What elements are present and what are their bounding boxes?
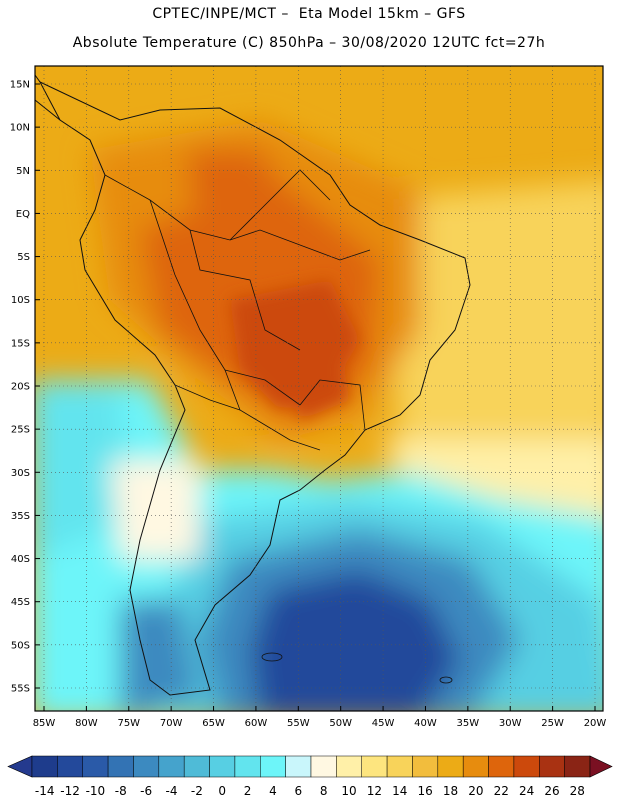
latitude-labels: 15N 10N 5N EQ 5S 10S 15S 20S 25S 30S 35S 40S 45S 50S 5…: [10, 80, 40, 695]
colorbar-label: 2: [244, 784, 252, 798]
lon-label: 20W: [584, 718, 607, 729]
colorbar-swatch: [336, 755, 362, 778]
colorbar-swatch: [386, 755, 413, 778]
lon-label: 75W: [117, 718, 140, 729]
colorbar-swatch: [513, 755, 540, 778]
lat-label: 45S: [11, 597, 30, 608]
lat-label: EQ: [16, 209, 30, 220]
temperature-field: [35, 66, 603, 711]
colorbar-swatch: [564, 755, 591, 778]
colorbar-label: 24: [519, 784, 534, 798]
lon-label: 60W: [245, 718, 268, 729]
colorbar-label: 12: [367, 784, 382, 798]
colorbar-swatch: [31, 755, 58, 778]
lat-label: 40S: [11, 554, 30, 565]
colorbar-label: -8: [115, 784, 127, 798]
colorbar-swatch: [412, 755, 439, 778]
lat-label: 25S: [11, 425, 30, 436]
colorbar-swatch: [361, 755, 388, 778]
colorbar-swatch: [82, 755, 109, 778]
lat-label: 15N: [10, 80, 30, 91]
lat-lon-grid: [35, 66, 603, 711]
lon-label: 80W: [75, 718, 98, 729]
colorbar-label: 22: [494, 784, 509, 798]
lat-label: 20S: [11, 382, 30, 393]
lon-label: 70W: [160, 718, 183, 729]
lat-label: 55S: [11, 684, 30, 695]
colorbar-label: 4: [269, 784, 277, 798]
colorbar-swatch: [234, 755, 261, 778]
country-borders: [104, 169, 371, 451]
colorbar-label: -2: [191, 784, 203, 798]
lat-label: 5S: [17, 252, 30, 263]
colorbar-label: 16: [417, 784, 432, 798]
colorbar-swatch: [183, 755, 210, 778]
map-title-line1: CPTEC/INPE/MCT – Eta Model 15km – GFS: [152, 6, 466, 22]
lat-label: 5N: [16, 166, 30, 177]
plot-frame: [34, 65, 604, 712]
colorbar-label: -14: [35, 784, 55, 798]
colorbar-label: -6: [140, 784, 152, 798]
colorbar-label: 8: [320, 784, 328, 798]
colorbar-swatch: [133, 755, 160, 778]
colorbar-label: 20: [468, 784, 483, 798]
colorbar-label: 28: [570, 784, 585, 798]
south-america-coastline: [38, 80, 471, 696]
colorbar-swatch: [57, 755, 83, 778]
colorbar-label: 18: [443, 784, 458, 798]
lon-label: 40W: [414, 718, 437, 729]
lon-label: 50W: [329, 718, 352, 729]
lon-label: 25W: [541, 718, 564, 729]
colorbar-over-arrow: [589, 755, 613, 778]
colorbar-swatch: [260, 755, 286, 778]
colorbar-label: 14: [392, 784, 407, 798]
colorbar-swatch: [209, 755, 236, 778]
lat-label: 35S: [11, 511, 30, 522]
colorbar-label: -4: [166, 784, 178, 798]
colorbar-swatch: [107, 755, 134, 778]
lat-label: 10S: [11, 295, 30, 306]
lat-label: 10N: [10, 123, 30, 134]
colorbar-label: 26: [544, 784, 559, 798]
colorbar-label: 0: [218, 784, 226, 798]
colorbar-swatch: [285, 755, 312, 778]
lon-label: 85W: [33, 718, 56, 729]
longitude-labels: 85W 80W 75W 70W 65W 60W 55W 50W 45W 40W 35W 30W 25W 2…: [33, 706, 607, 729]
lat-label: 15S: [11, 338, 30, 349]
colorbar-swatch: [310, 755, 337, 778]
colorbar-swatch: [437, 755, 464, 778]
lon-label: 65W: [202, 718, 225, 729]
lon-label: 35W: [457, 718, 480, 729]
lon-label: 30W: [499, 718, 522, 729]
colorbar-swatch: [462, 755, 489, 778]
colorbar-swatch: [158, 755, 185, 778]
colorbar-swatch: [488, 755, 515, 778]
colorbar-under-arrow: [7, 755, 33, 778]
map-title-line2: Absolute Temperature (C) 850hPa – 30/08/…: [72, 35, 546, 51]
lon-label: 55W: [287, 718, 310, 729]
lon-label: 45W: [372, 718, 395, 729]
colorbar-swatch: [539, 755, 565, 778]
colorbar-label: -12: [60, 784, 80, 798]
colorbar-label: 10: [341, 784, 356, 798]
temperature-colorbar: -14 -12 -10 -8 -6 -4 -2 0 2 4 6 8 10 12 14 16 18 20 22 24 26…: [7, 755, 613, 798]
colorbar-label: 6: [294, 784, 302, 798]
lat-label: 50S: [11, 640, 30, 651]
colorbar-label: -10: [86, 784, 106, 798]
lat-label: 30S: [11, 468, 30, 479]
